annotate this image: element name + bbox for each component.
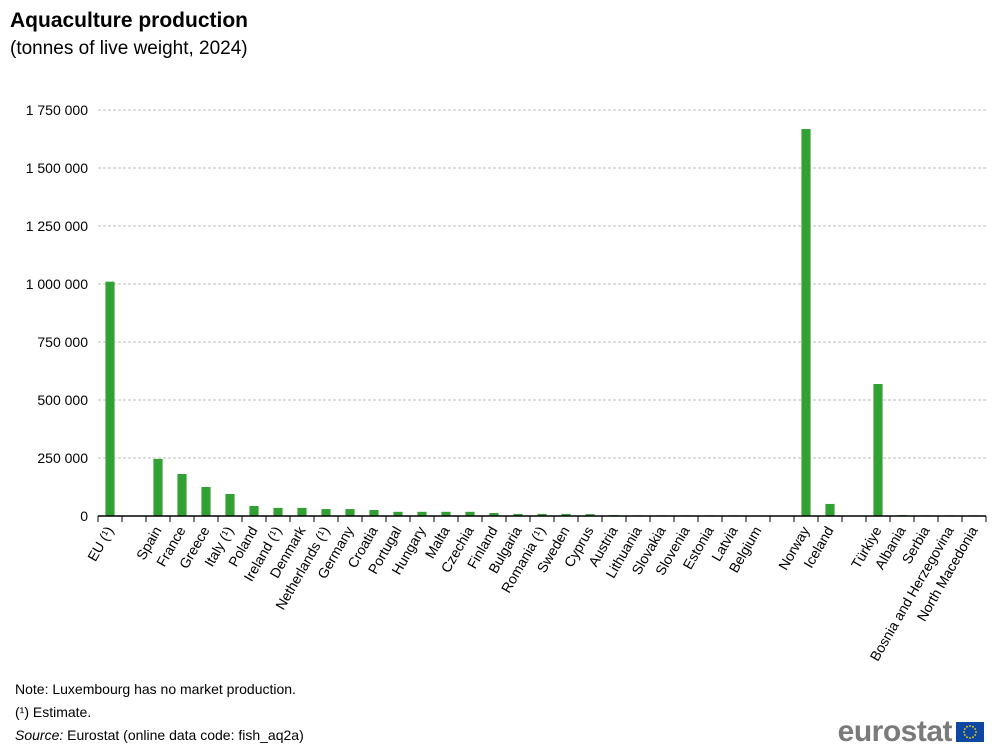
star-icon bbox=[963, 734, 966, 736]
bar bbox=[489, 512, 499, 516]
bar-chart: 0 250 000 500 000 750 000 1 000 000 1 250 000… bbox=[26, 102, 987, 664]
star-icon bbox=[975, 731, 977, 733]
y-tick-label: 1 250 000 bbox=[26, 218, 88, 234]
bar bbox=[465, 511, 475, 516]
eu-flag-icon bbox=[956, 722, 984, 742]
y-tick-label: 1 500 000 bbox=[26, 160, 88, 176]
bar bbox=[561, 513, 571, 516]
star-icon bbox=[963, 728, 966, 730]
y-tick-label: 0 bbox=[80, 508, 88, 524]
source-note: Source: Eurostat (online data code: fish… bbox=[15, 727, 304, 743]
bar bbox=[801, 129, 811, 517]
chart-subtitle: (tonnes of live weight, 2024) bbox=[10, 38, 248, 59]
star-icon bbox=[972, 725, 974, 728]
y-tick-label: 750 000 bbox=[37, 334, 88, 350]
star-icon bbox=[963, 731, 965, 733]
star-icon bbox=[974, 734, 977, 736]
y-tick-label: 1 000 000 bbox=[26, 276, 88, 292]
bar bbox=[873, 383, 883, 516]
bar bbox=[201, 487, 211, 516]
star-icon bbox=[966, 736, 968, 739]
chart-title: Aquaculture production bbox=[10, 9, 248, 32]
y-tick-label: 500 000 bbox=[37, 392, 88, 408]
bar bbox=[369, 509, 379, 516]
x-tick-label: EU (¹) bbox=[84, 524, 117, 564]
star-icon bbox=[969, 737, 971, 739]
y-tick-label: 250 000 bbox=[37, 450, 88, 466]
bar bbox=[513, 513, 523, 516]
star-icon bbox=[969, 725, 971, 727]
bar bbox=[345, 509, 355, 516]
bar bbox=[321, 509, 331, 516]
bar bbox=[441, 511, 451, 516]
bar bbox=[273, 507, 283, 516]
bar bbox=[825, 503, 835, 516]
bar bbox=[537, 513, 547, 516]
bar bbox=[297, 507, 307, 516]
bar bbox=[393, 511, 403, 516]
estimate-note: (¹) Estimate. bbox=[15, 704, 92, 720]
star-icon bbox=[972, 736, 974, 739]
bar bbox=[177, 474, 187, 516]
bar bbox=[585, 514, 595, 516]
star-icon bbox=[974, 728, 977, 730]
bar bbox=[153, 458, 163, 516]
eurostat-logo: eurostat bbox=[838, 715, 984, 749]
bar bbox=[225, 493, 235, 516]
bar bbox=[417, 511, 427, 516]
star-icon bbox=[966, 725, 968, 728]
y-tick-label: 1 750 000 bbox=[26, 102, 88, 118]
logo-text: eurostat bbox=[837, 715, 953, 748]
source-label: Source: bbox=[15, 727, 64, 743]
bar bbox=[249, 506, 259, 516]
source-text: Eurostat (online data code: fish_aq2a) bbox=[63, 727, 304, 743]
note-text: Note: Luxembourg has no market productio… bbox=[15, 681, 296, 697]
bar bbox=[105, 281, 115, 516]
